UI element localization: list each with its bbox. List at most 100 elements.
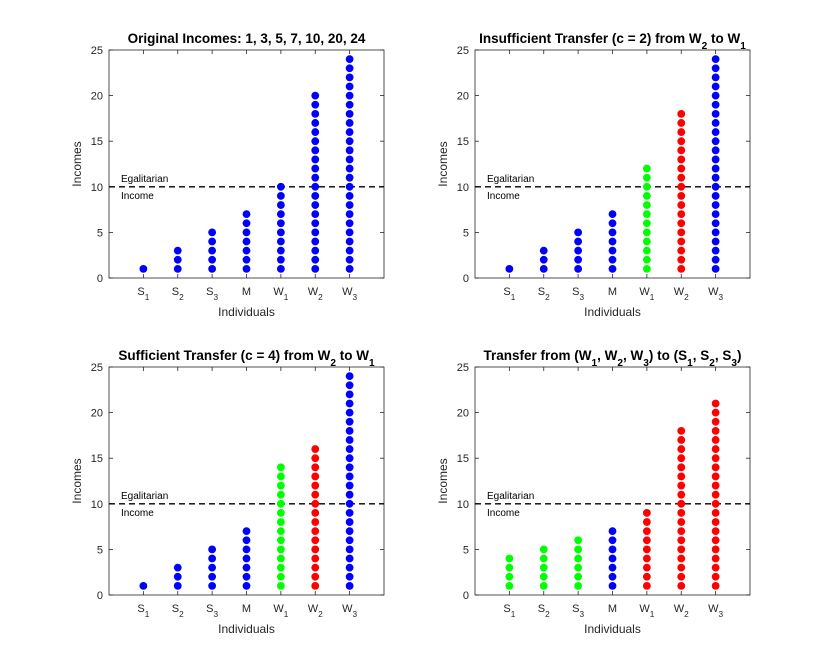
data-point — [242, 228, 251, 237]
x-tick-label-subscript: 1 — [145, 293, 150, 302]
data-point — [276, 246, 285, 255]
x-tick-label-base: M — [608, 603, 617, 615]
data-point — [242, 581, 251, 590]
data-point — [642, 264, 651, 273]
data-point — [208, 237, 217, 246]
data-point — [242, 237, 251, 246]
data-point — [276, 527, 285, 536]
data-point — [677, 463, 686, 472]
data-point — [311, 264, 320, 273]
y-tick-label: 20 — [457, 91, 469, 103]
title-subscript: 3 — [643, 358, 649, 369]
y-tick-label: 25 — [91, 45, 103, 57]
x-axis-label: Individuals — [584, 305, 641, 319]
x-tick-label-subscript: 2 — [318, 610, 323, 619]
data-point — [311, 572, 320, 581]
data-point — [642, 201, 651, 209]
data-point — [711, 445, 720, 453]
x-tick-label-base: W — [308, 286, 319, 298]
data-point — [677, 554, 686, 563]
y-tick-label: 25 — [457, 45, 469, 57]
y-tick-label: 0 — [463, 590, 469, 602]
data-point — [242, 545, 251, 554]
data-point — [608, 554, 617, 563]
data-point — [574, 581, 583, 590]
data-point — [345, 527, 354, 536]
x-tick-label-base: W — [342, 286, 353, 298]
x-tick-label-base: M — [608, 286, 617, 298]
data-point — [242, 246, 251, 255]
data-point — [711, 164, 720, 173]
data-point — [311, 509, 320, 517]
title-text: to W — [336, 348, 369, 363]
data-point — [345, 192, 354, 200]
data-point — [711, 436, 720, 444]
data-point — [677, 445, 686, 453]
income-label: Income — [121, 191, 154, 202]
data-point — [345, 509, 354, 517]
data-point — [345, 264, 354, 273]
x-tick-label: W1 — [639, 286, 654, 302]
data-point — [345, 536, 354, 545]
data-point — [711, 563, 720, 572]
y-tick-label: 15 — [457, 453, 469, 465]
data-point — [642, 192, 651, 200]
data-point — [539, 572, 548, 581]
x-tick-label-base: W — [342, 603, 353, 615]
data-point — [311, 173, 320, 182]
chart-title: Original Incomes: 1, 3, 5, 7, 10, 20, 24 — [128, 31, 366, 46]
data-point — [345, 119, 354, 127]
data-point — [539, 563, 548, 572]
data-point — [139, 581, 148, 590]
x-tick-label-base: W — [639, 603, 650, 615]
data-point — [242, 572, 251, 581]
income-label: Income — [487, 508, 520, 519]
data-point — [711, 100, 720, 109]
data-point — [608, 255, 617, 264]
y-tick-label: 10 — [457, 182, 469, 194]
x-tick-label: S3 — [572, 286, 584, 302]
data-point — [677, 173, 686, 182]
data-point — [345, 436, 354, 444]
x-tick-label-base: S — [572, 286, 579, 298]
data-point — [345, 445, 354, 453]
data-point — [345, 128, 354, 136]
data-point — [642, 581, 651, 590]
y-tick-label: 15 — [457, 136, 469, 148]
data-point — [505, 572, 514, 581]
data-point — [276, 499, 285, 508]
data-point — [345, 91, 354, 100]
data-point — [642, 563, 651, 572]
data-point — [276, 228, 285, 237]
data-point — [276, 472, 285, 481]
y-tick-label: 5 — [97, 544, 103, 556]
data-point — [539, 581, 548, 590]
y-axis-label: Incomes — [70, 141, 84, 186]
data-point — [711, 545, 720, 554]
data-point — [345, 381, 354, 390]
y-tick-label: 0 — [97, 273, 103, 285]
data-point — [311, 228, 320, 237]
data-point — [173, 563, 182, 572]
data-point — [311, 164, 320, 173]
title-text: , S — [715, 348, 732, 363]
income-label: Income — [121, 508, 154, 519]
x-tick-label-base: S — [172, 286, 179, 298]
data-point — [711, 426, 720, 435]
data-point — [677, 490, 686, 499]
data-point — [711, 173, 720, 182]
data-point — [208, 572, 217, 581]
data-point — [276, 545, 285, 554]
data-point — [311, 454, 320, 463]
chart-title: Transfer from (W1, W2, W3) to (S1, S2, S… — [483, 348, 741, 369]
data-point — [608, 219, 617, 228]
x-tick-label-base: M — [242, 603, 251, 615]
data-point — [711, 454, 720, 463]
data-point — [711, 182, 720, 191]
y-tick-label: 20 — [457, 408, 469, 420]
x-tick-label-base: S — [538, 286, 545, 298]
data-point — [345, 64, 354, 73]
data-point — [642, 255, 651, 264]
